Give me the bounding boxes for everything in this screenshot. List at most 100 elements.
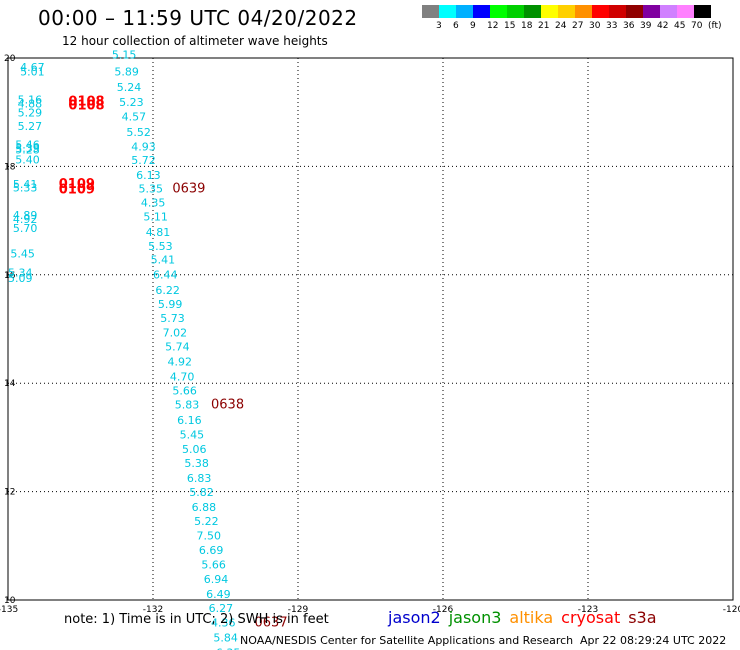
swh-value: 6.16 xyxy=(177,414,202,427)
y-tick-label: 20 xyxy=(4,54,16,64)
swh-value: 5.39 xyxy=(15,142,40,155)
pass-time-label: 0108 xyxy=(68,98,104,113)
legend-label: 21 xyxy=(538,21,550,31)
swh-value: 5.33 xyxy=(13,181,38,194)
generated-timestamp: Apr 22 08:29:24 UTC 2022 xyxy=(580,634,727,647)
y-tick-label: 10 xyxy=(4,596,16,606)
legend-label: 33 xyxy=(606,21,618,31)
legend-swatch xyxy=(660,5,677,18)
swh-value: 4.36 xyxy=(211,617,236,630)
swh-value: 6.22 xyxy=(155,284,180,297)
swh-value: 7.50 xyxy=(197,529,222,542)
y-tick-label: 14 xyxy=(4,379,16,389)
credit-line: NOAA/NESDIS Center for Satellite Applica… xyxy=(240,634,574,647)
page-subtitle: 12 hour collection of altimeter wave hei… xyxy=(62,34,328,48)
swh-value: 4.70 xyxy=(170,370,195,383)
legend-label: 30 xyxy=(589,21,601,31)
swh-value: 5.06 xyxy=(182,443,207,456)
pass-time-label: 0637 xyxy=(255,616,288,631)
legend-label: 15 xyxy=(504,21,516,31)
swh-value: 5.40 xyxy=(15,154,40,167)
swh-value: 5.35 xyxy=(139,182,164,195)
satellite-jason2: jason2 xyxy=(388,608,441,627)
swh-value: 5.41 xyxy=(151,253,176,266)
swh-value: 7.02 xyxy=(163,327,188,340)
satellite-jason3: jason3 xyxy=(448,608,502,627)
legend-label: 6 xyxy=(453,21,459,31)
legend-labels: 3 6 9 12 15 18 21 24 27 30 33 36 39 42 45 70 (ft) xyxy=(422,18,722,32)
y-tick-label: 12 xyxy=(4,488,15,498)
legend-swatch xyxy=(677,5,694,18)
swh-value: 4.93 xyxy=(131,141,156,154)
swh-value: 4.88 xyxy=(18,97,42,110)
legend-swatch xyxy=(575,5,592,18)
legend-label: 27 xyxy=(572,21,584,31)
y-tick-label: 18 xyxy=(4,162,16,172)
x-tick-label: -126 xyxy=(433,605,454,615)
legend-label: 9 xyxy=(470,21,476,31)
swh-value: 4.81 xyxy=(146,226,171,239)
swh-value: 5.01 xyxy=(20,65,45,78)
legend-swatch xyxy=(439,5,456,18)
swh-value: 5.41 xyxy=(13,178,38,191)
swh-value: 5.09 xyxy=(8,272,33,285)
swh-value: 5.89 xyxy=(114,65,139,78)
pass-time-label: 0109 xyxy=(59,183,95,198)
x-tick-label: -129 xyxy=(288,605,309,615)
pass-time-label: 0109 xyxy=(59,177,95,192)
legend-swatch xyxy=(626,5,643,18)
swh-value: 5.28 xyxy=(15,143,40,156)
swh-value: 5.53 xyxy=(148,240,173,253)
satellite-list: jason2 jason3 altika cryosat s3a xyxy=(388,608,665,627)
swh-value: 5.45 xyxy=(180,428,205,441)
legend-swatch xyxy=(643,5,660,18)
swh-value: 5.66 xyxy=(172,385,197,398)
swh-value: 5.24 xyxy=(117,81,142,94)
swh-value: 6.94 xyxy=(204,573,229,586)
units-note: note: 1) Time is in UTC; 2) SWH is in fe… xyxy=(64,612,329,627)
swh-value: 5.29 xyxy=(18,107,42,120)
legend-label: 12 xyxy=(487,21,499,31)
legend-swatch xyxy=(456,5,473,18)
legend-swatch xyxy=(609,5,626,18)
swh-value: 6.27 xyxy=(209,602,234,615)
x-tick-label: -120 xyxy=(723,605,740,615)
legend-swatch xyxy=(524,5,541,18)
swh-value: 5.99 xyxy=(158,298,183,311)
swh-value: 5.52 xyxy=(126,126,150,139)
swh-value: 6.88 xyxy=(192,501,217,514)
swh-value: 5.70 xyxy=(13,222,38,235)
swh-value: 6.13 xyxy=(136,169,161,182)
legend-swatch xyxy=(507,5,524,18)
swh-value: 4.92 xyxy=(168,355,193,368)
swh-value: 5.66 xyxy=(201,559,226,572)
legend-label: (ft) xyxy=(708,21,722,31)
swh-value: 5.83 xyxy=(175,399,200,412)
swh-value: 5.74 xyxy=(165,341,190,354)
swh-value: 6.83 xyxy=(187,472,212,485)
pass-time-label: 0638 xyxy=(211,398,244,413)
satellite-s3a: s3a xyxy=(628,608,657,627)
swh-value: 5.82 xyxy=(189,486,214,499)
legend-swatch xyxy=(541,5,558,18)
swh-value: 5.27 xyxy=(18,120,42,133)
legend-swatch xyxy=(694,5,711,18)
x-tick-label: -132 xyxy=(143,605,163,615)
legend-swatch xyxy=(490,5,507,18)
swh-value: 4.89 xyxy=(13,209,38,222)
swh-value: 5.22 xyxy=(194,515,219,528)
swh-value: 5.38 xyxy=(184,457,209,470)
legend-label: 36 xyxy=(623,21,635,31)
pass-time-label: 0108 xyxy=(68,95,104,110)
legend-swatch xyxy=(592,5,609,18)
swh-value: 5.15 xyxy=(112,49,136,62)
legend-label: 42 xyxy=(657,21,669,31)
swh-value: 4.92 xyxy=(13,213,38,226)
swh-value: 5.16 xyxy=(18,94,42,107)
swh-value: 4.35 xyxy=(141,197,166,210)
legend-label: 45 xyxy=(674,21,686,31)
legend-label: 3 xyxy=(436,21,442,31)
legend-label: 39 xyxy=(640,21,652,31)
legend-label: 70 xyxy=(691,21,703,31)
